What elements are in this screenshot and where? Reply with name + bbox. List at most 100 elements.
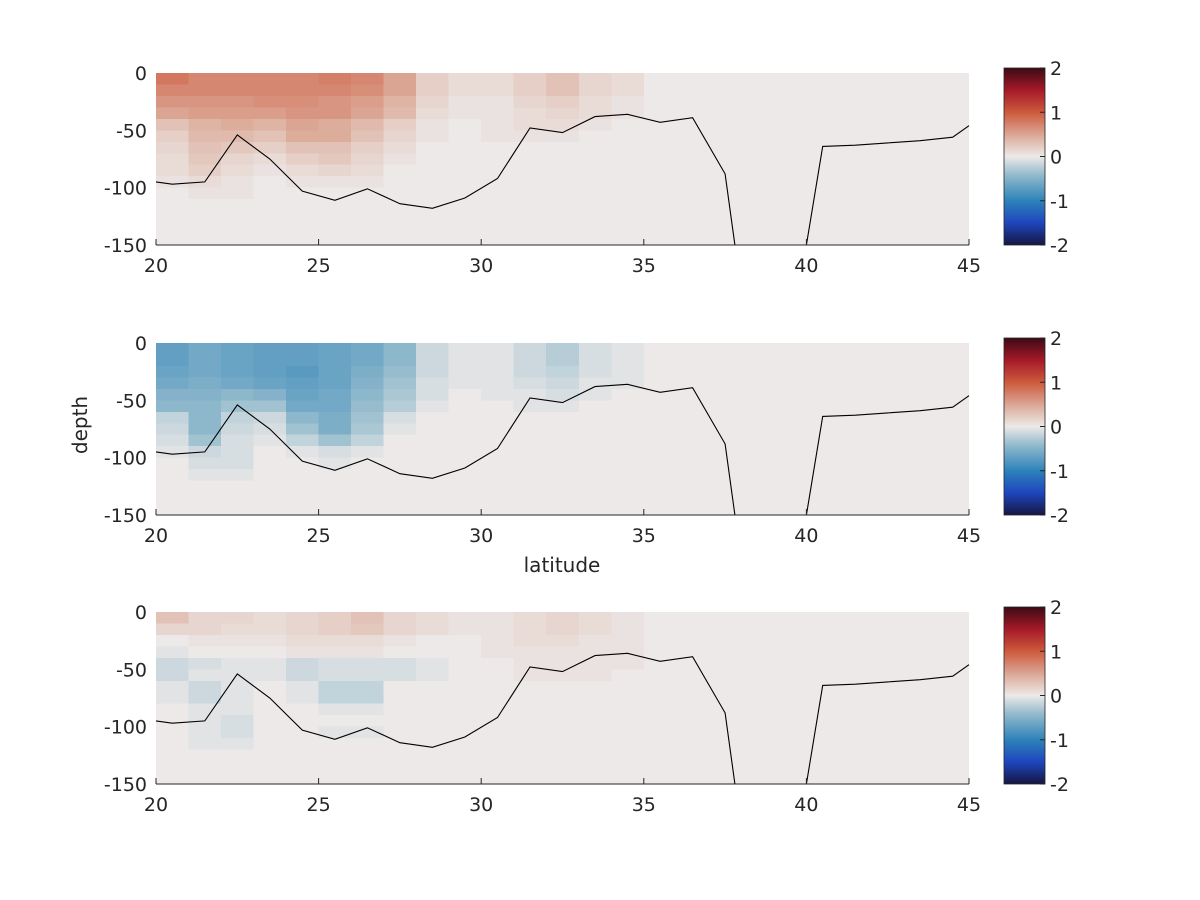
- heatmap-cell: [481, 354, 514, 366]
- heatmap-cell: [318, 669, 352, 681]
- heatmap-cell: [286, 457, 319, 470]
- heatmap-cell: [351, 388, 384, 401]
- heatmap-cell: [286, 657, 319, 670]
- heatmap-cell: [513, 84, 547, 96]
- heatmap-cell: [513, 187, 547, 200]
- heatmap-cell: [318, 726, 352, 739]
- heatmap-cell: [188, 411, 222, 424]
- heatmap-cell: [578, 343, 612, 355]
- heatmap-cell: [351, 141, 384, 154]
- heatmap-cell: [286, 141, 319, 154]
- heatmap-cell: [578, 176, 612, 188]
- heatmap-cell: [351, 446, 384, 458]
- heatmap-cell: [156, 377, 189, 389]
- x-tick-label: 40: [794, 255, 818, 277]
- heatmap-cell: [318, 623, 352, 635]
- colorbar-tick-label: -2: [1050, 235, 1069, 257]
- heatmap-cell: [611, 726, 644, 739]
- heatmap-cell: [481, 669, 514, 681]
- heatmap-cell: [611, 411, 644, 424]
- heatmap-cell: [156, 446, 189, 458]
- heatmap-cell: [513, 680, 547, 693]
- heatmap-cell: [286, 365, 319, 378]
- heatmap-cell: [221, 423, 254, 435]
- heatmap-cell: [416, 73, 449, 85]
- heatmap-cell: [611, 446, 644, 458]
- heatmap-cell: [481, 73, 514, 85]
- panel-1: 20 25 30 35 40 45 0 -50 -100 -150 2 1 0 -1 -2: [104, 58, 1069, 277]
- heatmap-cell: [611, 141, 644, 154]
- heatmap-cell: [546, 434, 579, 447]
- heatmap-cell: [578, 738, 612, 750]
- heatmap-cell: [253, 726, 287, 739]
- heatmap-cell: [286, 423, 319, 435]
- heatmap-cell: [253, 141, 287, 154]
- heatmap-cell: [156, 634, 189, 647]
- heatmap-cell: [448, 646, 482, 658]
- heatmap-cell: [416, 726, 449, 739]
- heatmap-cell: [156, 95, 189, 108]
- heatmap-cell: [351, 153, 384, 165]
- colorbar-tick-label: -1: [1050, 191, 1069, 213]
- heatmap-cell: [351, 738, 384, 750]
- panel-2: 20 25 30 35 40 45 0 -50 -100 -150 2 1 0 -1 -2: [104, 328, 1069, 547]
- heatmap-cell: [481, 176, 514, 188]
- heatmap-cell: [578, 612, 612, 624]
- x-axis-label: latitude: [524, 553, 601, 577]
- heatmap-cell: [383, 153, 417, 165]
- heatmap-cell: [611, 84, 644, 96]
- heatmap-cell: [448, 354, 482, 366]
- heatmap-cell: [286, 199, 319, 211]
- heatmap-cell: [481, 84, 514, 96]
- heatmap-cell: [221, 692, 254, 704]
- heatmap-cell: [188, 469, 222, 481]
- heatmap-cell: [416, 118, 449, 131]
- heatmap-cell: [221, 73, 254, 85]
- heatmap-cell: [416, 446, 449, 458]
- heatmap-cell: [286, 187, 319, 200]
- heatmap-cell: [546, 657, 579, 670]
- colorbar-tick-label: 2: [1050, 328, 1062, 350]
- heatmap-cell: [383, 703, 417, 716]
- heatmap-cell: [351, 411, 384, 424]
- heatmap-cell: [221, 153, 254, 165]
- x-tick-label: 20: [144, 255, 168, 277]
- heatmap-cell: [221, 657, 254, 670]
- heatmap-cell: [351, 164, 384, 177]
- heatmap-cell: [253, 388, 287, 401]
- heatmap-cell: [448, 118, 482, 131]
- heatmap-cell: [546, 669, 579, 681]
- heatmap-cell: [156, 434, 189, 447]
- heatmap-cell: [318, 469, 352, 481]
- heatmap-cell: [578, 726, 612, 739]
- heatmap-cell: [253, 738, 287, 750]
- heatmap-cell: [383, 634, 417, 647]
- heatmap-cell: [188, 365, 222, 378]
- heatmap-cell: [383, 469, 417, 481]
- heatmap-cell: [416, 199, 449, 211]
- colorbar-tick-label: 0: [1050, 147, 1062, 169]
- heatmap-cell: [286, 343, 319, 355]
- heatmap-cell: [351, 95, 384, 108]
- heatmap-cell: [611, 118, 644, 131]
- heatmap-cell: [578, 73, 612, 85]
- heatmap-cell: [383, 388, 417, 401]
- heatmap-cell: [546, 703, 579, 716]
- heatmap-cell: [253, 176, 287, 188]
- heatmap-cell: [156, 388, 189, 401]
- heatmap-cell: [383, 715, 417, 727]
- heatmap-cell: [611, 612, 644, 624]
- heatmap-cell: [546, 400, 579, 412]
- heatmap-cell: [448, 623, 482, 635]
- heatmap-cell: [253, 400, 287, 412]
- heatmap-cell: [578, 457, 612, 470]
- heatmap-cell: [481, 411, 514, 424]
- heatmap-cell: [253, 680, 287, 693]
- heatmap-cell: [188, 84, 222, 96]
- heatmap-cell: [416, 388, 449, 401]
- heatmap-cell: [513, 446, 547, 458]
- colorbar-tick-label: 1: [1050, 102, 1062, 124]
- heatmap-cell: [188, 646, 222, 658]
- y-tick-label: 0: [135, 63, 147, 85]
